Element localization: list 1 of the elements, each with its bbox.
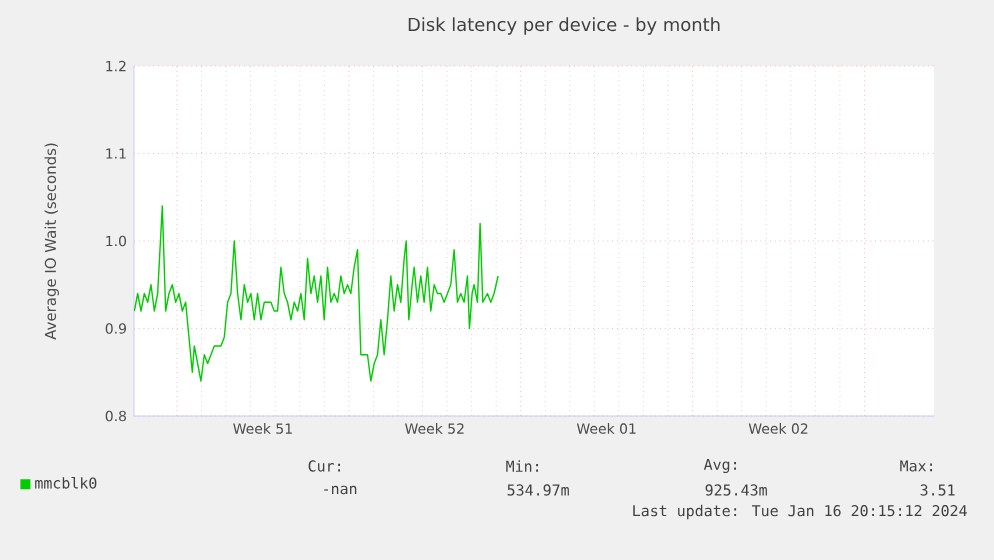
chart-title: Disk latency per device - by month (408, 17, 720, 35)
